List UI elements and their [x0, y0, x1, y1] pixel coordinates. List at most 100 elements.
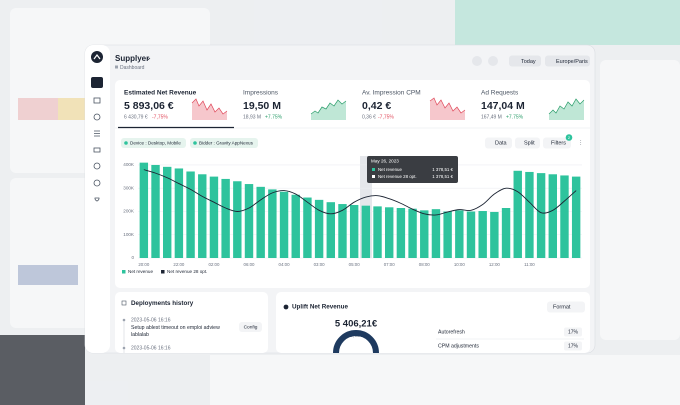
- bar: [455, 210, 464, 258]
- uplift-row-label: Autorefresh: [438, 329, 465, 335]
- format-button[interactable]: [547, 301, 585, 313]
- date-button-label: Today: [521, 59, 536, 65]
- bar: [443, 211, 452, 258]
- bar: [209, 176, 219, 258]
- timeline-dot: [122, 318, 126, 322]
- y-tick-label: 200K: [123, 209, 135, 214]
- kpi-title: Av. Impression CPM: [362, 90, 421, 97]
- nav-icon[interactable]: [93, 97, 101, 104]
- bar: [478, 211, 487, 258]
- bar: [279, 191, 289, 258]
- nav-icon[interactable]: [94, 197, 100, 202]
- card-icon: [283, 304, 289, 310]
- kpi-value: 0,42 €: [362, 100, 391, 112]
- bg-bars: [455, 0, 680, 45]
- kpi-change: +7.75%: [265, 114, 283, 120]
- bar: [525, 171, 534, 258]
- uplift-row-label: CPM adjustments: [438, 343, 479, 349]
- x-tick-label: 05:00: [349, 262, 361, 267]
- filter-chip[interactable]: [121, 138, 186, 148]
- sparkline: [548, 98, 585, 115]
- bar: [151, 164, 160, 258]
- kpi-1[interactable]: Impressions 19,50 M 18,93 M +7.75%: [243, 90, 347, 121]
- x-tick-label: 03:00: [314, 262, 326, 267]
- uplift-row-value: 17%: [568, 344, 579, 350]
- kpi-title: Impressions: [243, 90, 279, 97]
- bar: [571, 176, 581, 258]
- bg-card: [600, 60, 680, 340]
- sidebar: [85, 45, 110, 353]
- kpi-2[interactable]: Av. Impression CPM 0,42 € 0,36 € -7,75%: [362, 90, 466, 121]
- filter-chip[interactable]: [190, 138, 258, 148]
- kpi-value: 147,04 M: [481, 100, 525, 112]
- data-button-label: Data: [495, 141, 508, 147]
- line: [143, 169, 577, 216]
- split-button-label: Split: [524, 141, 535, 147]
- x-tick-label: 02:00: [208, 262, 220, 267]
- nav-icons: [93, 97, 101, 202]
- card-icon: [121, 300, 127, 306]
- nav-icon[interactable]: [94, 130, 100, 137]
- kpi-change: -7,75%: [378, 114, 394, 120]
- uplift-row-badge: [564, 341, 582, 351]
- logo: [91, 51, 103, 63]
- x-tick-label: 20:00: [138, 262, 150, 267]
- nav-icon[interactable]: [93, 113, 101, 121]
- tooltip-value: 1 378,51 €: [432, 167, 453, 172]
- uplift-value: 5 406,21€: [335, 319, 378, 330]
- bar: [548, 174, 557, 258]
- timeline-dot: [122, 346, 126, 350]
- copy-button[interactable]: [488, 56, 498, 66]
- nav-icon-active[interactable]: [91, 77, 103, 88]
- kpi-0[interactable]: Estimated Net Revenue 5 893,06 € 6 430,7…: [124, 90, 228, 121]
- deployment-date: 2023-05-06 16:16: [131, 345, 171, 351]
- kpi-previous: 18,93 M: [243, 114, 261, 120]
- deployment-tag-label: Config: [244, 324, 258, 330]
- bar: [466, 211, 476, 258]
- chip-dot: [124, 141, 128, 145]
- app-title[interactable]: Supplyer: [115, 54, 149, 63]
- sparkline-area: [549, 99, 584, 120]
- bg-block: [58, 98, 88, 120]
- tooltip-swatch: [372, 175, 375, 178]
- deployments-card: [115, 292, 268, 353]
- chip-dot: [193, 141, 197, 145]
- bg-dark-panel: [0, 335, 85, 405]
- bar: [513, 170, 522, 258]
- breadcrumb-icon: [115, 65, 118, 69]
- kpi-3[interactable]: Ad Requests 147,04 M 167,49 M +7.75%: [481, 90, 585, 121]
- nav-icon[interactable]: [93, 179, 101, 187]
- bar: [431, 209, 441, 258]
- deployment-tag[interactable]: [239, 322, 262, 332]
- uplift-title: Uplift Net Revenue: [292, 304, 348, 311]
- legend-label: Net revenue: [128, 269, 153, 274]
- bar: [361, 205, 371, 258]
- y-tick-label: 300K: [123, 185, 135, 190]
- share-button[interactable]: [472, 56, 482, 66]
- x-tick-label: 11:00: [524, 262, 535, 267]
- logo-mark: [93, 54, 101, 60]
- sparkline: [191, 98, 228, 115]
- bar: [163, 166, 172, 258]
- legend-swatch: [122, 270, 126, 274]
- y-tick-label: 100K: [123, 232, 135, 237]
- date-button[interactable]: [509, 55, 541, 67]
- nav-icon[interactable]: [93, 147, 101, 153]
- timezone-button[interactable]: [545, 55, 590, 67]
- bar: [373, 206, 382, 258]
- more-button[interactable]: ⋮: [578, 140, 584, 146]
- donut: [333, 330, 379, 354]
- data-button[interactable]: [485, 137, 512, 149]
- nav-icon[interactable]: [93, 162, 101, 170]
- tooltip-value: 1 378,51 €: [432, 174, 453, 179]
- tooltip: May 26, 2023 Net revenue 1 378,51 € Net …: [367, 156, 458, 183]
- bar: [536, 173, 546, 258]
- bar: [349, 204, 359, 258]
- split-button[interactable]: [515, 137, 540, 149]
- filter-chip-label: Bidder : Gravity AppNexus: [199, 140, 254, 145]
- filters-button[interactable]: [543, 137, 571, 149]
- tooltip-date: May 26, 2023: [371, 159, 399, 164]
- bar: [198, 174, 207, 258]
- tooltip-label: Net revenue: [378, 167, 402, 172]
